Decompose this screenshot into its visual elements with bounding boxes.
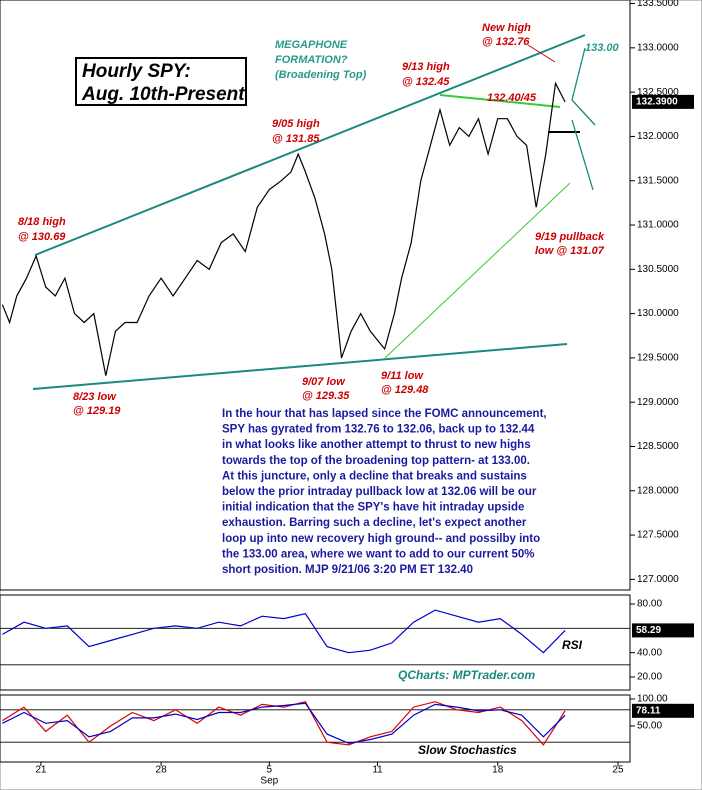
annotation: @ 129.48 (381, 384, 429, 396)
last-value-box (632, 94, 694, 109)
y-tick-label: 127.0000 (637, 574, 679, 585)
y-tick-label: 40.00 (637, 647, 662, 658)
last-value-box (632, 623, 694, 638)
y-tick-label: 130.0000 (637, 308, 679, 319)
y-tick-label: 128.5000 (637, 441, 679, 452)
chart-subtitle: Aug. 10th-Present (81, 84, 245, 105)
annotation: @ 132.45 (402, 76, 450, 88)
price-panel (0, 0, 631, 591)
x-tick-label: 5 (267, 765, 273, 776)
pointer (527, 44, 556, 63)
annotation: 8/18 high (18, 216, 66, 228)
last-value-label: 58.29 (636, 625, 661, 636)
commentary-line: below the prior intraday pullback low at… (222, 486, 537, 498)
series-line (2, 702, 566, 744)
annotation: New high (482, 22, 531, 34)
annotation: 9/19 pullback (535, 231, 605, 243)
upper-trendline (34, 34, 586, 256)
title-box (75, 57, 247, 106)
annotation: @ 129.19 (73, 405, 121, 417)
annotation: 133.00 (585, 42, 620, 54)
x-tick-label: 18 (492, 765, 504, 776)
y-tick-label: 129.5000 (637, 353, 679, 364)
y-tick-label: 133.0000 (637, 42, 679, 53)
resistance-line (439, 94, 561, 108)
y-tick-label: 130.5000 (637, 264, 679, 275)
stoch-label: Slow Stochastics (418, 743, 517, 757)
y-tick-label: 127.5000 (637, 530, 679, 541)
commentary-line: initial indication that the SPY's have h… (222, 502, 524, 514)
y-tick-label: 80.00 (637, 599, 662, 610)
y-tick-label: 20.00 (637, 672, 662, 683)
commentary-line: in what looks like another attempt to th… (222, 439, 531, 451)
commentary-line: towards the top of the broadening top pa… (222, 455, 530, 467)
annotation: @ 132.76 (482, 36, 530, 48)
annotation: MEGAPHONE (275, 39, 348, 51)
commentary-line: exhaustion. Barring such a decline, let'… (222, 517, 527, 529)
y-tick-label: 131.0000 (637, 220, 679, 231)
x-tick-label: 25 (612, 765, 624, 776)
rsi-panel (0, 594, 631, 691)
annotation: @ 129.35 (302, 390, 350, 402)
annotation: (Broadening Top) (275, 69, 367, 81)
annotation: low @ 131.07 (535, 245, 605, 257)
last-value-box (632, 703, 694, 718)
x-tick-label: 11 (372, 765, 383, 776)
last-value-label: 132.3900 (636, 97, 678, 108)
commentary-line: the 133.00 area, where we want to add to… (222, 548, 535, 560)
annotation: 9/05 high (272, 118, 320, 130)
commentary-line: loop up into new recovery high ground-- … (222, 533, 540, 545)
annotation: 8/23 low (73, 391, 117, 403)
commentary-line: short position. MJP 9/21/06 3:20 PM ET 1… (222, 564, 473, 576)
series-line (1, 81, 566, 376)
chart-title: Hourly SPY: (82, 61, 191, 82)
annotation: 9/11 low (381, 370, 424, 382)
annotation: @ 131.85 (272, 133, 320, 145)
annotation: @ 130.69 (18, 231, 66, 243)
y-tick-label: 100.00 (637, 694, 668, 705)
y-tick-label: 129.0000 (637, 397, 679, 408)
commentary-line: In the hour that has lapsed since the FO… (222, 408, 547, 420)
y-tick-label: 131.5000 (637, 175, 679, 186)
source: QCharts: MPTrader.com (398, 668, 535, 682)
stoch-panel (0, 694, 631, 763)
rsi-label: RSI (562, 638, 583, 652)
x-tick-label: 28 (156, 765, 168, 776)
commentary-line: SPY has gyrated from 132.76 to 132.06, b… (222, 424, 535, 436)
x-tick-label: 21 (35, 765, 47, 776)
projection-arrows (571, 47, 596, 191)
y-tick-label: 132.5000 (637, 87, 679, 98)
last-value-label: 78.11 (636, 705, 661, 716)
commentary-line: At this juncture, only a decline that br… (222, 470, 527, 482)
support-line (384, 182, 571, 359)
series-line (2, 701, 566, 746)
month-label: Sep (260, 776, 278, 787)
annotation: 132.40/45 (487, 92, 537, 104)
y-tick-label: 50.00 (637, 721, 662, 732)
y-tick-label: 133.5000 (637, 0, 679, 9)
series-line (2, 609, 566, 654)
y-tick-label: 128.0000 (637, 485, 679, 496)
annotation: FORMATION? (275, 54, 348, 66)
annotation: 9/07 low (302, 376, 346, 388)
annotation: 9/13 high (402, 61, 450, 73)
lower-trendline (32, 343, 568, 390)
y-tick-label: 132.0000 (637, 131, 679, 142)
